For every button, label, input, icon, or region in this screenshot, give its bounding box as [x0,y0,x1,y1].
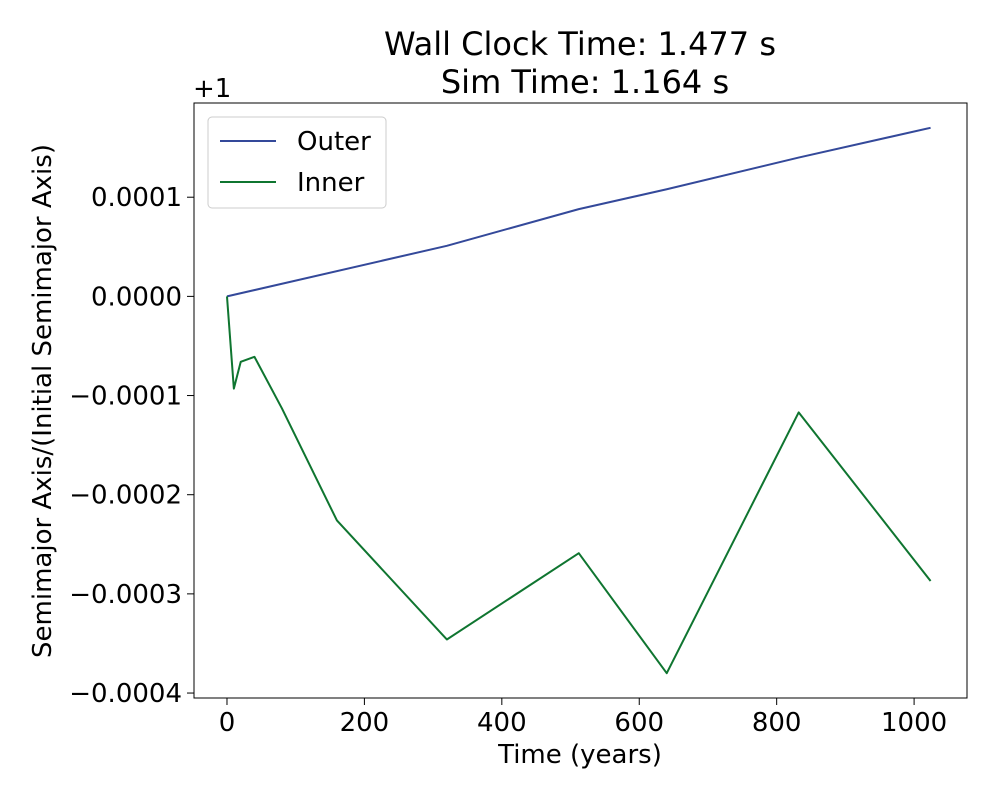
x-tick-label: 600 [614,708,664,738]
y-tick-label: 0.0000 [91,282,182,312]
chart-title: Wall Clock Time: 1.477 s [384,25,776,63]
y-offset-label: +1 [193,74,231,104]
x-tick-label: 1000 [881,708,947,738]
y-tick-label: −0.0001 [69,382,182,412]
y-tick-label: −0.0002 [69,481,182,511]
series-line-outer [226,126,931,298]
chart-subtitle: Sim Time: 1.164 s [441,63,729,101]
x-tick-label: 400 [477,708,527,738]
y-axis-label: Semimajor Axis/(Initial Semimajor Axis) [28,144,58,658]
legend-box [207,116,387,209]
y-tick-label: 0.0001 [91,183,182,213]
series-line-inner [225,296,932,675]
legend-label: Outer [297,127,371,157]
plot-frame [193,102,968,699]
x-axis-ticks: 0 200 400 600 800 1000 [219,698,947,738]
y-tick-label: −0.0003 [69,580,182,610]
x-axis-label: Time (years) [497,740,662,770]
x-tick-label: 800 [752,708,802,738]
x-tick-label: 200 [340,708,390,738]
plot-area [225,126,932,675]
y-axis-ticks: 0.0001 0.0000 −0.0001 −0.0002 −0.0003 −0.0004 [69,183,194,709]
y-tick-label: −0.0004 [69,679,182,709]
legend-label: Inner [297,168,365,198]
legend: Outer Inner [207,116,387,209]
x-tick-label: 0 [219,708,236,738]
